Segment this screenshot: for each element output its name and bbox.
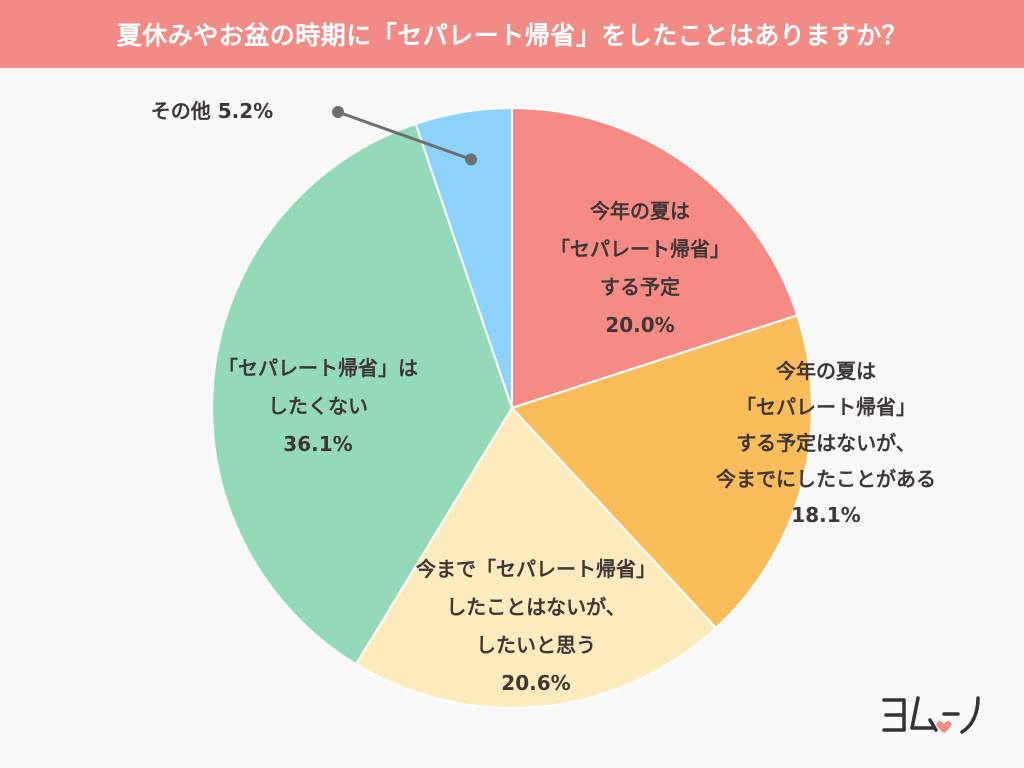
title-bar: 夏休みやお盆の時期に「セパレート帰省」をしたことはありますか？ — [0, 0, 1024, 68]
slice-label-line: したいと思う — [476, 633, 596, 657]
yomuno-logo — [882, 696, 980, 734]
slice-label-line: 20.0% — [605, 313, 674, 337]
slice-label-5: その他 5.2% — [151, 99, 273, 123]
pie-slice-3 — [354, 406, 718, 709]
slice-label-line: 今年の夏は — [776, 359, 876, 383]
pie-chart: 今年の夏は「セパレート帰省」する予定 20.0%今年の夏は「セパレート帰省」する予… — [151, 99, 936, 709]
slice-label-line: する予定はないが、 — [736, 431, 916, 455]
pie-slice-4 — [211, 122, 514, 666]
slice-label-line: 「セパレート帰省」 — [736, 395, 916, 419]
slice-label-line: する予定 — [600, 275, 680, 299]
slice-label-2: 今年の夏は「セパレート帰省」する予定はないが、今までにしたことがある 18.1% — [716, 359, 936, 527]
leader-line — [337, 110, 472, 161]
slice-label-line: 今までにしたことがある — [716, 467, 936, 491]
slice-label-line: したくない — [268, 394, 368, 418]
slice-label-1: 今年の夏は「セパレート帰省」する予定 20.0% — [550, 199, 730, 337]
pie-slice-2 — [510, 314, 813, 630]
pie-slice-1 — [511, 106, 799, 410]
slice-label-3: 今まで「セパレート帰省」したことはないが、したいと思う 20.6% — [416, 557, 656, 695]
slice-label-line: 18.1% — [791, 503, 860, 527]
slice-label-line: 「セパレート帰省」は — [218, 356, 418, 380]
pie-slice-5 — [414, 106, 513, 409]
chart-title: 夏休みやお盆の時期に「セパレート帰省」をしたことはありますか？ — [116, 21, 908, 50]
slice-label-line: 20.6% — [501, 671, 570, 695]
leader-dot-1 — [465, 153, 478, 166]
slice-label-line: その他 5.2% — [151, 99, 273, 123]
slice-label-line: 36.1% — [283, 432, 352, 456]
slice-label-4: 「セパレート帰省」はしたくない 36.1% — [218, 356, 418, 456]
slice-label-line: 今まで「セパレート帰省」 — [416, 557, 656, 581]
slice-label-line: 今年の夏は — [590, 199, 690, 223]
slice-label-line: 「セパレート帰省」 — [550, 237, 730, 261]
leader-dot-2 — [332, 106, 344, 118]
slice-label-line: したことはないが、 — [446, 595, 626, 619]
